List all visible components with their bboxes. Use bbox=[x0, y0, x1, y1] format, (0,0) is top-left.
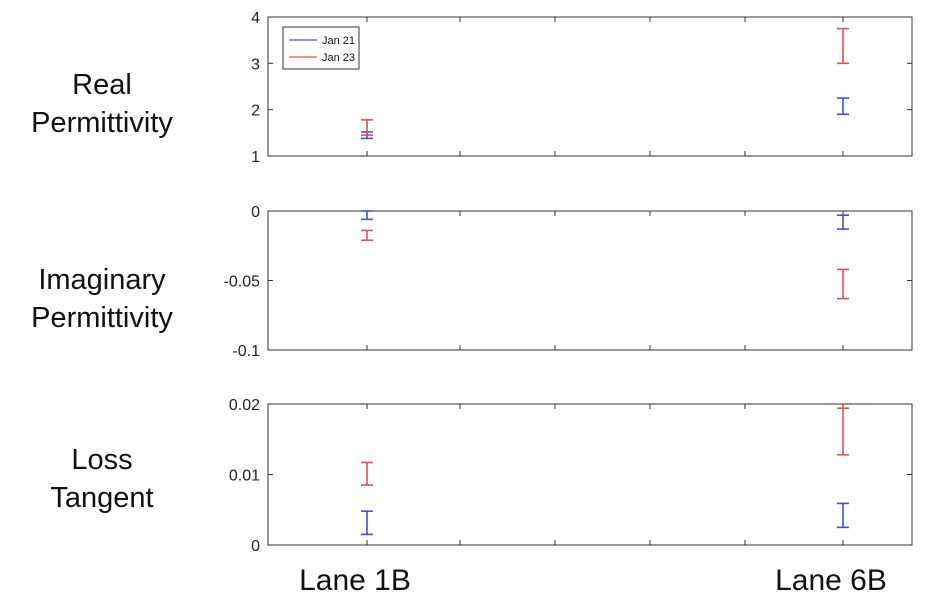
errorbar-jan-21-lane-6b bbox=[837, 97, 849, 116]
panel-1-frame bbox=[267, 16, 913, 157]
errorbar-jan-21-lane-6b bbox=[837, 502, 849, 529]
y-tick-label: 0.02 bbox=[229, 397, 260, 414]
panel-2: -0.1 -0.05 0 Imaginary Permittivity bbox=[31, 204, 913, 360]
legend-entry: Jan 23 bbox=[322, 52, 355, 64]
panel-3-frame bbox=[267, 403, 913, 546]
errorbar-jan-23-lane-6b bbox=[837, 268, 849, 300]
category-label: Lane 1B bbox=[299, 564, 411, 597]
errorbar-jan-23-lane-1b bbox=[361, 461, 373, 486]
errorbar-jan-23-lane-1b bbox=[361, 119, 373, 136]
panel-1-label: Permittivity bbox=[31, 107, 173, 139]
panel-1-label: Real bbox=[72, 69, 132, 101]
panel-1: 1 2 3 4 Jan 21 Jan 23 Real Permittivity bbox=[31, 10, 913, 166]
panel-2-label: Permittivity bbox=[31, 302, 173, 334]
y-tick-label: 0 bbox=[251, 538, 260, 555]
y-tick-label: 4 bbox=[251, 10, 260, 27]
panel-2-frame bbox=[267, 210, 913, 351]
panel-3: 0 0.01 0.02 Loss Tangent bbox=[50, 397, 913, 555]
errorbar-jan-21-lane-6b bbox=[837, 214, 849, 230]
category-label: Lane 6B bbox=[775, 564, 887, 597]
y-tick-label: 0 bbox=[251, 204, 260, 221]
panel-3-label: Tangent bbox=[50, 482, 153, 514]
errorbar-jan-23-lane-6b bbox=[837, 407, 849, 456]
errorbar-jan-23-lane-6b bbox=[837, 27, 849, 65]
y-tick-label: 3 bbox=[251, 56, 260, 73]
y-tick-label: -0.05 bbox=[224, 274, 261, 291]
errorbar-jan-21-lane-1b bbox=[361, 510, 373, 536]
y-tick-label: -0.1 bbox=[232, 343, 260, 360]
panel-3-label: Loss bbox=[71, 444, 132, 476]
legend: Jan 21 Jan 23 bbox=[282, 26, 360, 70]
y-tick-label: 0.01 bbox=[229, 468, 260, 485]
y-tick-label: 1 bbox=[251, 149, 260, 166]
y-tick-label: 2 bbox=[251, 103, 260, 120]
legend-entry: Jan 21 bbox=[322, 35, 355, 47]
errorbar-jan-21-lane-1b bbox=[361, 210, 373, 221]
legend-box bbox=[282, 26, 360, 70]
panel-2-label: Imaginary bbox=[38, 264, 166, 296]
errorbar-jan-23-lane-1b bbox=[361, 229, 373, 241]
